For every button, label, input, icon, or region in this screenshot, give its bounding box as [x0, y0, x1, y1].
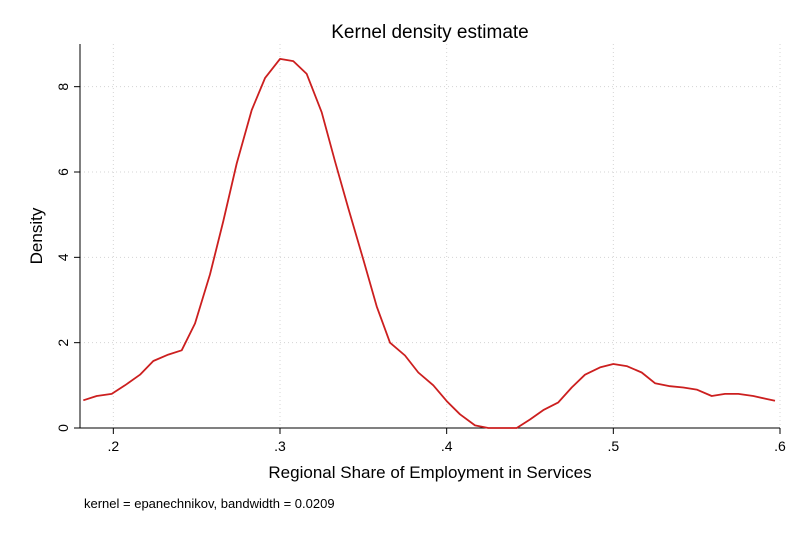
series-layer — [83, 58, 776, 429]
density-line — [83, 58, 776, 429]
y-tick-label: 2 — [55, 339, 71, 347]
x-tick-label: .5 — [607, 438, 619, 454]
x-tick-label: .3 — [274, 438, 286, 454]
axis-layer: .2 .3 .4 .5 .6 0 2 4 6 8 — [55, 44, 786, 454]
grid-layer — [80, 44, 781, 429]
y-tick-label: 8 — [55, 83, 71, 91]
y-tick-label: 6 — [55, 168, 71, 176]
y-tick-label: 4 — [55, 253, 71, 261]
y-axis-title: Density — [27, 207, 46, 264]
chart-title: Kernel density estimate — [331, 22, 529, 43]
x-axis-title: Regional Share of Employment in Services — [268, 463, 591, 482]
x-tick-label: .6 — [774, 438, 786, 454]
kernel-note: kernel = epanechnikov, bandwidth = 0.020… — [84, 496, 335, 511]
x-tick-label: .4 — [441, 438, 453, 454]
x-tick-label: .2 — [107, 438, 119, 454]
y-tick-label: 0 — [55, 424, 71, 432]
